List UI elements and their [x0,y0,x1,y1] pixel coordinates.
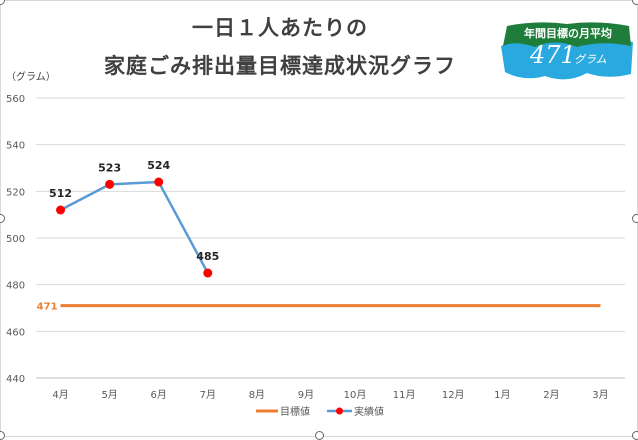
data-label: 485 [196,250,219,263]
y-axis-unit-label: （グラム） [6,72,56,83]
y-tick-label: 540 [6,141,25,152]
badge-label: 年間目標の月平均 [524,27,612,40]
data-label: 524 [147,159,170,172]
x-tick-label: 1月 [494,389,510,401]
legend-target-label: 目標値 [280,405,310,418]
y-tick-label: 460 [6,327,25,338]
x-tick-label: 12月 [442,389,465,401]
y-tick-label: 520 [6,187,25,198]
actual-data-point [154,177,164,187]
x-tick-label: 10月 [344,389,367,401]
x-tick-label: 5月 [101,389,117,401]
legend-actual-label: 実績値 [354,405,384,418]
y-tick-label: 480 [6,281,25,292]
actual-data-point [105,179,115,189]
x-tick-label: 11月 [393,389,416,401]
resize-handle-top-left[interactable] [0,0,5,5]
resize-handle-right[interactable] [632,214,638,223]
badge-unit: グラム [574,53,607,66]
target-value-label: 471 [37,302,58,313]
badge-value: 471 [530,41,576,69]
actual-data-point [56,205,66,215]
y-tick-label: 500 [6,234,25,245]
resize-handle-left[interactable] [0,214,5,223]
x-tick-label: 8月 [249,389,265,401]
x-tick-label: 6月 [151,389,167,401]
x-tick-label: 2月 [543,389,559,401]
y-tick-label: 560 [6,94,25,105]
data-label: 512 [49,187,72,200]
x-tick-label: 4月 [52,389,68,401]
actual-data-point [203,268,213,278]
x-tick-label: 9月 [298,389,314,401]
x-tick-label: 7月 [200,389,216,401]
actual-series-line [59,180,209,274]
annual-target-badge [501,22,633,80]
chart-title-line1: 一日１人あたりの [192,15,368,40]
legend-actual-marker [336,407,343,415]
y-tick-label: 440 [6,374,25,385]
data-label: 523 [98,161,121,174]
badge-green-shape [503,22,631,47]
chart-title-line2: 家庭ごみ排出量目標達成状況グラフ [104,53,456,78]
badge-sky-shape [501,39,633,80]
resize-handle-top-right[interactable] [632,0,638,5]
x-tick-label: 3月 [592,389,608,401]
